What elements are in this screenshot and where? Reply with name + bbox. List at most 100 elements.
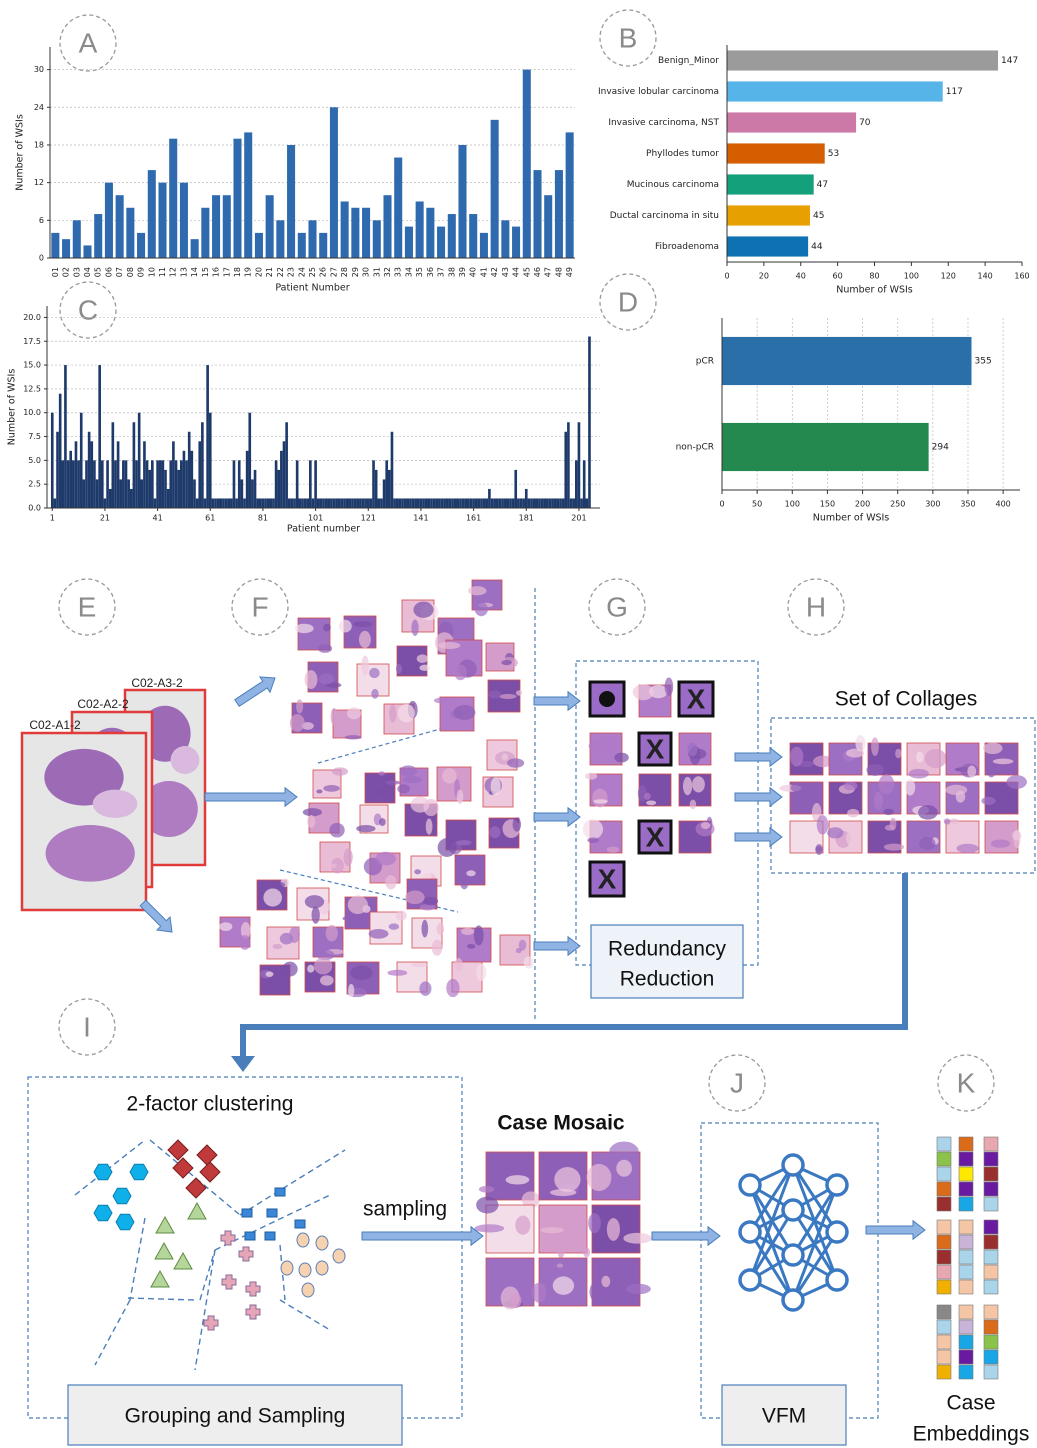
bar — [580, 498, 583, 508]
tile-tissue — [817, 815, 829, 834]
bar — [169, 139, 177, 258]
bar — [588, 336, 591, 508]
tile-tissue — [553, 1276, 574, 1294]
bar — [441, 498, 444, 508]
tile-tissue — [316, 789, 322, 793]
bar — [148, 470, 151, 508]
bar — [104, 498, 107, 508]
bar — [135, 460, 138, 508]
tile-tissue — [633, 684, 654, 700]
bar — [233, 139, 241, 258]
bar — [146, 460, 149, 508]
tile — [790, 815, 828, 855]
nn-node — [740, 1222, 760, 1242]
bar — [512, 498, 515, 508]
bar — [354, 498, 357, 508]
cluster-circle — [299, 1263, 311, 1277]
embedding-cell — [959, 1220, 973, 1234]
category-label: Fibroadenoma — [655, 242, 719, 252]
bar — [317, 498, 320, 508]
tile-tissue — [489, 826, 500, 838]
embedding-cell — [937, 1235, 951, 1249]
category-label: Benign_Minor — [658, 56, 719, 66]
tile-tissue — [385, 780, 400, 784]
bar — [456, 498, 459, 508]
x-tick-label: 05 — [94, 267, 103, 277]
bar — [238, 460, 241, 508]
bar — [443, 498, 446, 508]
x-tick-label: 17 — [222, 267, 231, 277]
tile-tissue — [501, 660, 512, 665]
x-tick-label: 160 — [1014, 272, 1029, 281]
embedding-cell — [984, 1280, 998, 1294]
tile-tissue — [389, 704, 396, 722]
bar — [80, 413, 83, 508]
tile-tissue — [296, 699, 303, 713]
slide-tissue — [93, 790, 138, 818]
embedding-cell — [937, 1335, 951, 1349]
bar — [96, 479, 99, 508]
bar — [538, 498, 541, 508]
nn-node — [783, 1245, 803, 1265]
bar — [333, 498, 336, 508]
x-tick-label: 03 — [72, 267, 81, 277]
bar — [448, 214, 456, 258]
tile-tissue — [815, 844, 823, 855]
tile — [257, 878, 289, 910]
bar — [254, 470, 257, 508]
bar — [275, 460, 278, 508]
tile-tissue — [532, 1283, 547, 1303]
y-tick-label: 0 — [39, 254, 44, 263]
bar — [330, 107, 338, 258]
bar — [230, 498, 233, 508]
x-tick-label: 22 — [276, 267, 285, 277]
slide-tissue — [171, 746, 200, 774]
tile-tissue — [1006, 775, 1027, 789]
tile-tissue — [446, 979, 459, 997]
tile-tissue — [626, 1284, 651, 1294]
bar — [125, 460, 128, 508]
bar — [143, 441, 146, 508]
tile-tissue — [687, 743, 697, 757]
tile — [679, 817, 715, 853]
x-tick-label: 250 — [890, 500, 905, 509]
tile-tissue — [348, 984, 354, 997]
bar — [437, 227, 445, 258]
bar — [191, 239, 199, 258]
nn-node — [827, 1270, 847, 1290]
bar — [543, 498, 546, 508]
bar — [383, 479, 386, 508]
tile-tissue — [557, 1235, 565, 1258]
tile — [402, 600, 438, 636]
redundancy-label: Redundancy — [608, 938, 726, 961]
y-tick-label: 15.0 — [23, 361, 41, 370]
tile — [946, 743, 979, 778]
tile — [539, 1152, 587, 1200]
bar — [106, 460, 109, 508]
tile-tissue — [411, 797, 430, 813]
bar — [159, 460, 162, 508]
tile — [679, 733, 711, 765]
bar — [288, 498, 291, 508]
x-tick-label: 60 — [833, 272, 843, 281]
value-label: 70 — [859, 118, 871, 128]
bar — [722, 337, 972, 385]
tile — [384, 701, 418, 734]
bar — [291, 498, 294, 508]
bar — [262, 498, 265, 508]
tile-tissue — [442, 768, 456, 783]
x-tick-label: 41 — [479, 267, 488, 277]
embedding-cell — [984, 1235, 998, 1249]
tile-tissue — [397, 784, 410, 793]
value-label: 355 — [975, 357, 992, 367]
bar — [472, 498, 475, 508]
bar — [188, 432, 191, 508]
bar — [227, 498, 230, 508]
x-tick-label: 21 — [265, 267, 274, 277]
tile-tissue — [925, 749, 947, 768]
bar — [133, 422, 136, 508]
cluster-circle — [302, 1283, 314, 1297]
bar — [514, 470, 517, 508]
tile-tissue — [506, 1175, 530, 1184]
category-label: Invasive lobular carcinoma — [598, 87, 719, 97]
